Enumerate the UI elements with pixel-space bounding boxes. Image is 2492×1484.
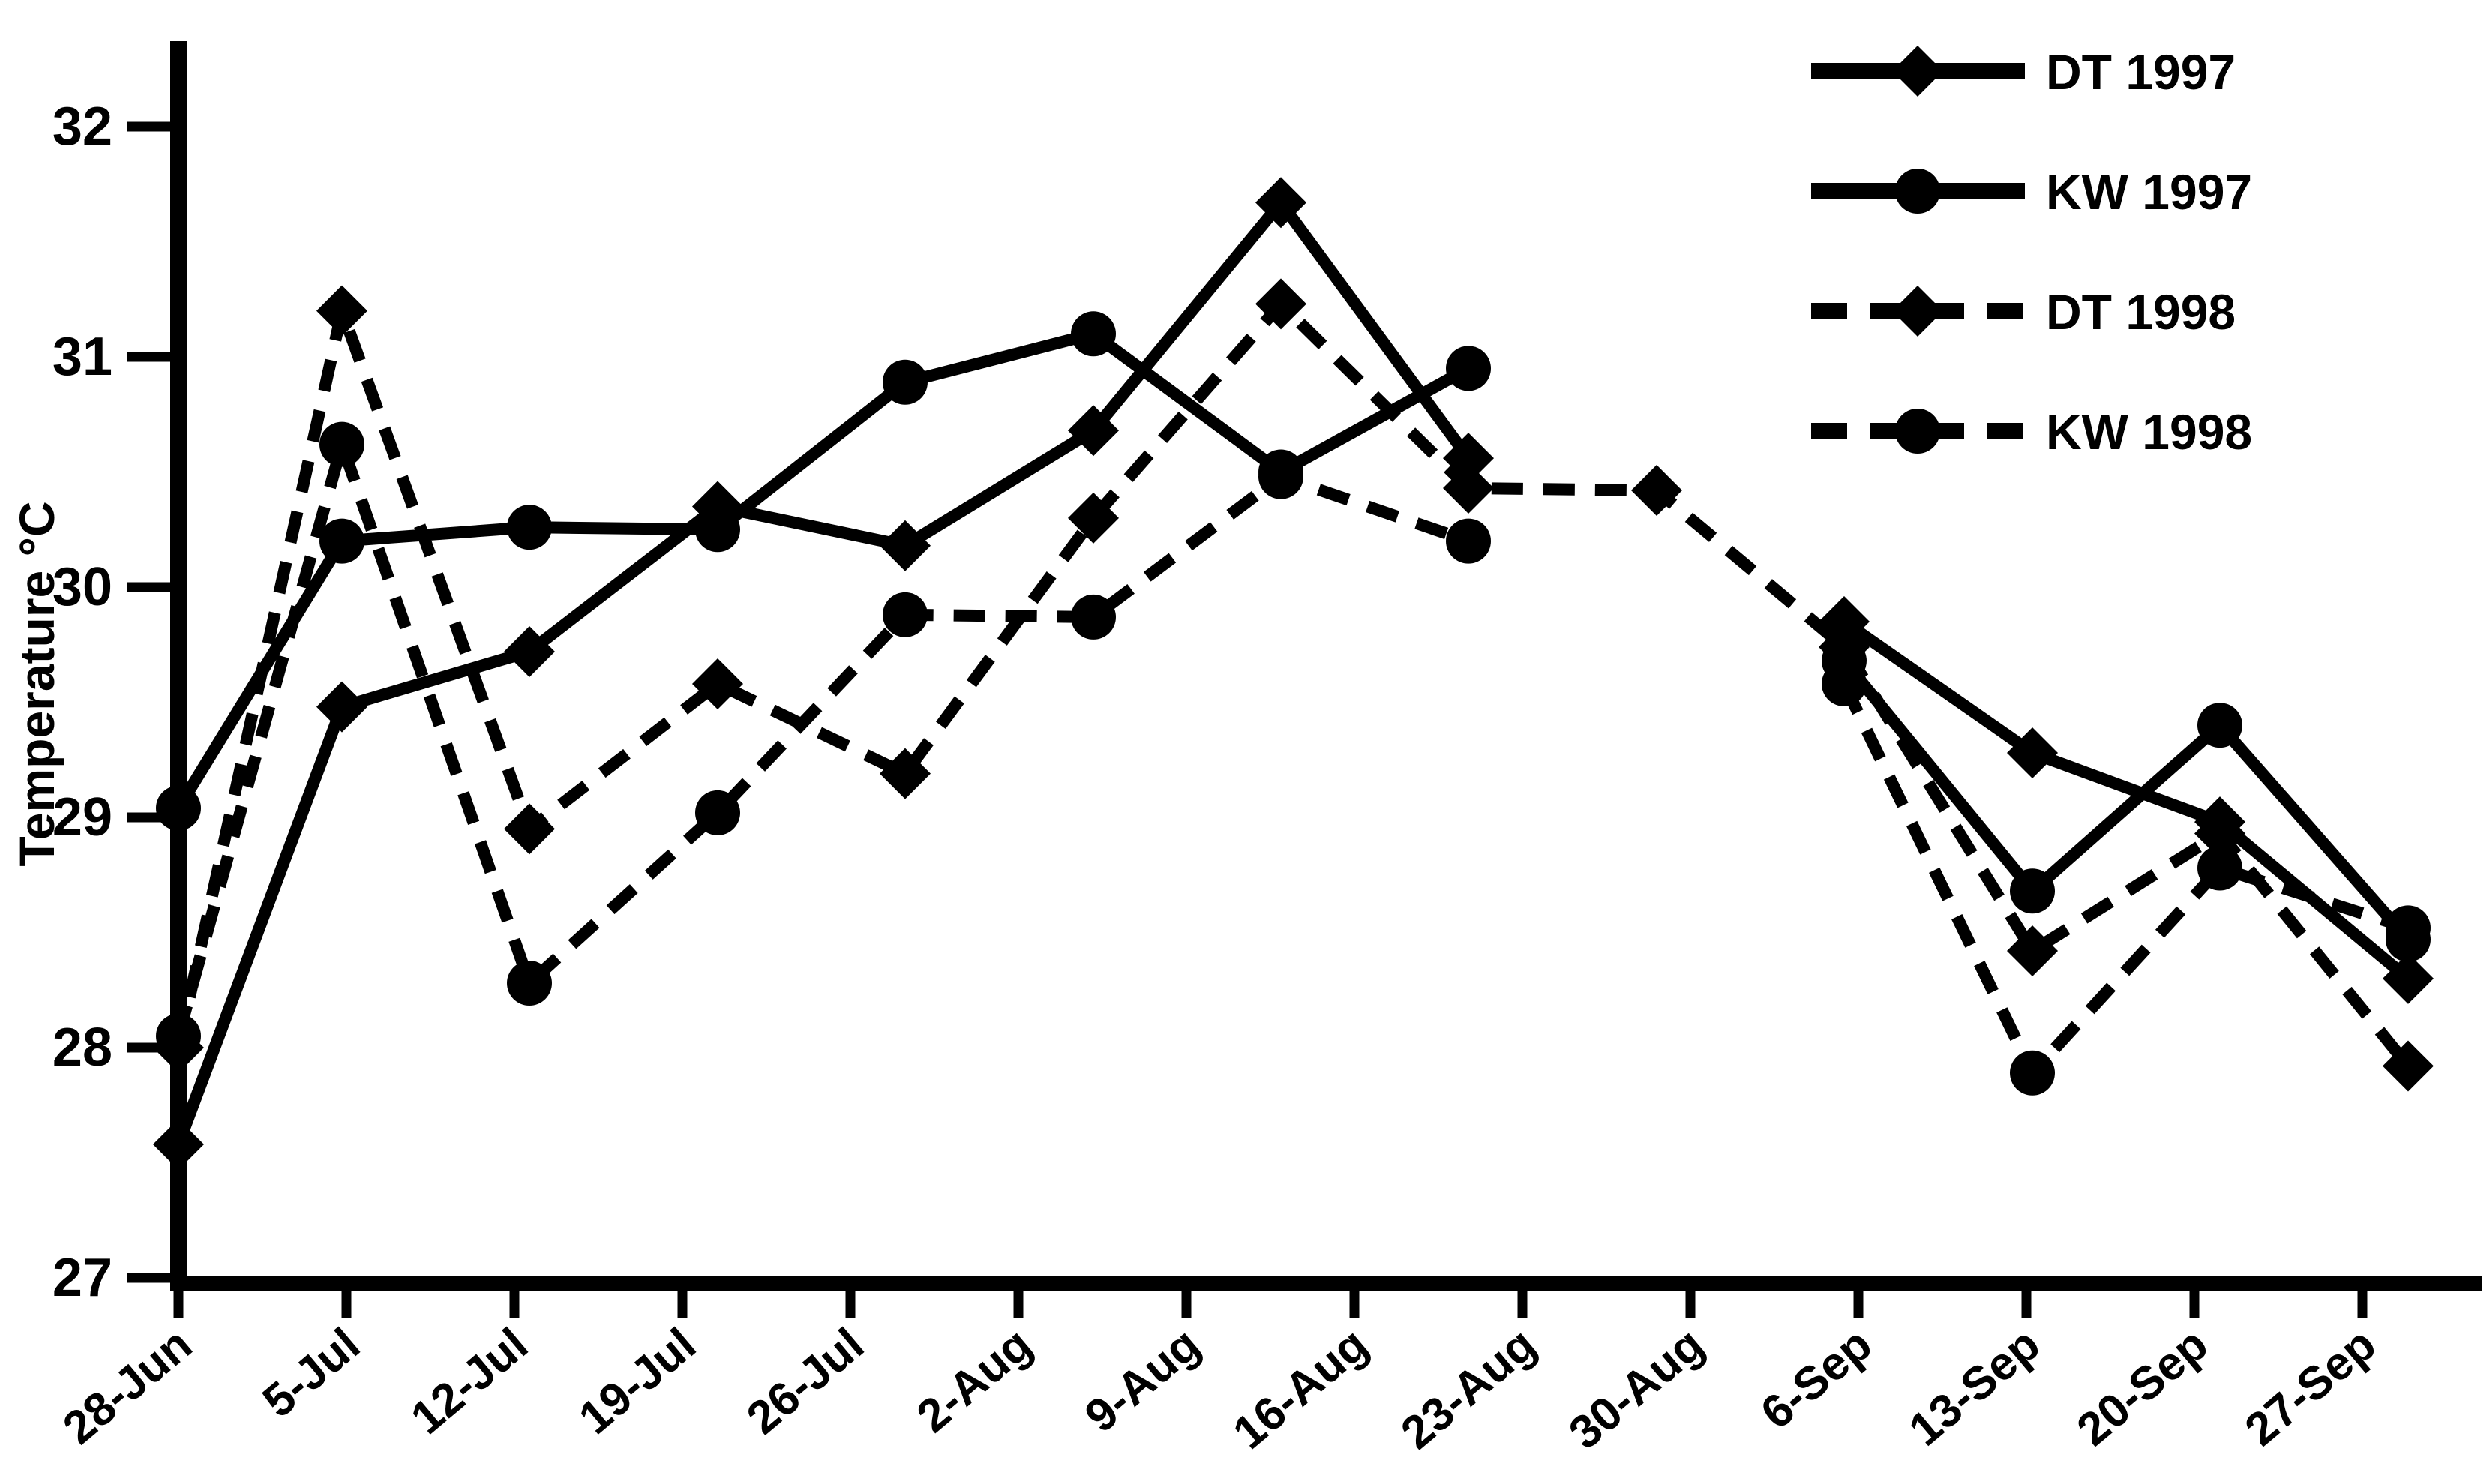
- x-tick-label: 5-Jul: [253, 1318, 370, 1428]
- x-tick-label: 19-Jul: [569, 1318, 706, 1444]
- series-line-KW-1997: [1839, 657, 2413, 943]
- series-point-KW-1998-28-Jun: [156, 1013, 201, 1059]
- series-point-KW-1998-12-Jul: [507, 961, 552, 1006]
- x-tick-label: 27-Sep: [2236, 1318, 2386, 1456]
- series-point-DT-1997-6-Sep: [2007, 727, 2058, 779]
- series-point-DT-1998-9-Aug: [1255, 278, 1306, 330]
- series-point-KW-1997-2-Aug: [1071, 311, 1116, 357]
- series-point-KW-1997-26-Jul: [883, 359, 928, 405]
- series-point-DT-1997-9-Aug: [1255, 177, 1306, 229]
- series-point-KW-1997-5-Jul: [319, 518, 364, 564]
- series-point-KW-1998-26-Jul: [883, 592, 928, 637]
- x-tick-label: 16-Aug: [1224, 1318, 1378, 1459]
- legend-label: DT 1998: [2046, 284, 2236, 340]
- series-point-DT-1997-12-Jul: [504, 625, 555, 677]
- x-tick-label: 26-Jul: [737, 1318, 874, 1444]
- legend-label: KW 1997: [2046, 164, 2252, 220]
- series-point-DT-1997-2-Aug: [1068, 405, 1119, 457]
- series-point-DT-1998-26-Jul: [880, 748, 931, 799]
- series-point-DT-1998-2-Aug: [1068, 492, 1119, 544]
- series-point-DT-1998-23-Aug: [1631, 465, 1682, 517]
- series-point-DT-1998-13-Sep: [2194, 808, 2245, 859]
- series-point-KW-1998-5-Jul: [319, 421, 364, 467]
- legend-marker-diamond: [1892, 286, 1943, 337]
- series-point-KW-1998-2-Aug: [1071, 594, 1116, 640]
- series-point-DT-1997-20-Sep: [2383, 952, 2434, 1004]
- series-line-DT-1997: [172, 193, 1474, 1147]
- series-point-DT-1998-30-Aug: [1819, 621, 1870, 673]
- y-tick-label: 31: [52, 327, 112, 387]
- legend-label: DT 1997: [2046, 44, 2236, 100]
- legend-label: KW 1998: [2046, 404, 2252, 460]
- series-point-KW-1998-20-Sep: [2386, 905, 2431, 951]
- legend-marker-circle: [1895, 169, 1940, 214]
- series-point-DT-1997-26-Jul: [880, 520, 931, 571]
- x-tick-label: 30-Aug: [1560, 1318, 1714, 1459]
- series-point-KW-1997-13-Sep: [2197, 703, 2242, 748]
- x-tick-label: 2-Aug: [907, 1318, 1042, 1443]
- series-point-KW-1997-12-Jul: [507, 505, 552, 550]
- series-point-KW-1997-19-Jul: [695, 507, 740, 553]
- series-line-KW-1998: [172, 424, 1471, 1038]
- series-point-KW-1997-16-Aug: [1446, 346, 1491, 391]
- series-point-DT-1998-12-Jul: [504, 803, 555, 855]
- y-tick-label: 28: [52, 1018, 112, 1078]
- series-point-KW-1998-6-Sep: [2010, 1050, 2055, 1096]
- x-tick-label: 23-Aug: [1392, 1318, 1546, 1459]
- series-point-KW-1998-16-Aug: [1446, 518, 1491, 564]
- series-point-KW-1998-13-Sep: [2197, 845, 2242, 891]
- y-tick-label: 32: [52, 97, 112, 157]
- x-tick-label: 28-Jun: [54, 1318, 202, 1454]
- series-point-KW-1998-19-Jul: [695, 790, 740, 835]
- legend-marker-circle: [1895, 409, 1940, 454]
- y-tick-label: 30: [52, 557, 112, 617]
- series-point-KW-1997-6-Sep: [2010, 868, 2055, 914]
- series-point-DT-1998-20-Sep: [2383, 1040, 2434, 1092]
- series-line-KW-1998: [1838, 681, 2410, 1084]
- series-point-KW-1997-28-Jun: [156, 785, 201, 831]
- series-line-DT-1997: [1840, 616, 2413, 984]
- series-point-KW-1998-9-Aug: [1258, 454, 1303, 499]
- y-tick-label: 29: [52, 787, 112, 847]
- series-point-DT-1998-5-Jul: [316, 285, 367, 337]
- series-point-DT-1997-5-Jul: [316, 681, 367, 733]
- series-point-KW-1998-30-Aug: [1822, 661, 1867, 706]
- x-tick-label: 13-Sep: [1900, 1318, 2050, 1456]
- y-axis-title: Temperature °C: [9, 501, 64, 866]
- series-line-KW-1997: [173, 327, 1471, 811]
- series-point-DT-1997-28-Jun: [153, 1118, 204, 1170]
- series-point-DT-1998-19-Jul: [692, 658, 743, 709]
- series-point-DT-1998-6-Sep: [2007, 925, 2058, 977]
- y-tick-label: 27: [52, 1248, 112, 1308]
- x-tick-label: 12-Jul: [401, 1318, 538, 1444]
- x-tick-label: 20-Sep: [2068, 1318, 2218, 1456]
- x-tick-label: 9-Aug: [1075, 1318, 1210, 1443]
- series-point-DT-1998-16-Aug: [1443, 462, 1494, 514]
- x-tick-label: 6-Sep: [1751, 1318, 1882, 1439]
- legend-marker-diamond: [1892, 46, 1943, 97]
